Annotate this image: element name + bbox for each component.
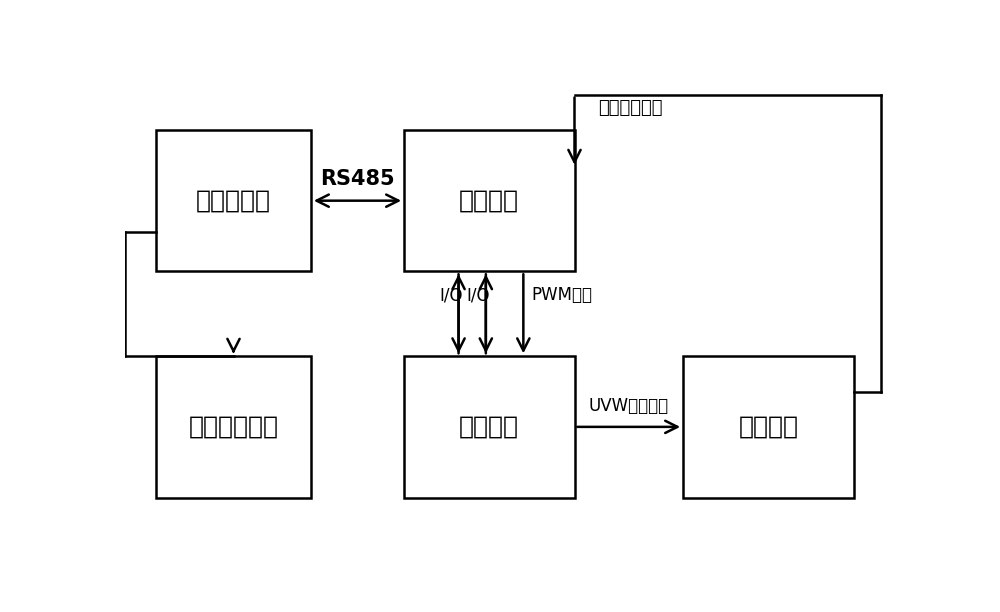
FancyBboxPatch shape <box>683 356 854 498</box>
FancyBboxPatch shape <box>156 356 311 498</box>
Text: 控制模块: 控制模块 <box>459 188 519 213</box>
FancyBboxPatch shape <box>156 130 311 271</box>
Text: 功率模块: 功率模块 <box>459 415 519 439</box>
Text: 上位机模块: 上位机模块 <box>196 188 271 213</box>
Text: UVW三相信号: UVW三相信号 <box>589 397 669 415</box>
FancyBboxPatch shape <box>404 130 574 271</box>
Text: 人机交互模块: 人机交互模块 <box>188 415 278 439</box>
Text: PWM信号: PWM信号 <box>531 286 592 304</box>
Text: RS485: RS485 <box>320 169 395 189</box>
FancyBboxPatch shape <box>404 356 574 498</box>
Text: I/O: I/O <box>439 286 463 304</box>
Text: 伺服电机: 伺服电机 <box>738 415 798 439</box>
Text: I/O: I/O <box>466 286 490 304</box>
Text: 反馈编码信号: 反馈编码信号 <box>598 99 662 117</box>
